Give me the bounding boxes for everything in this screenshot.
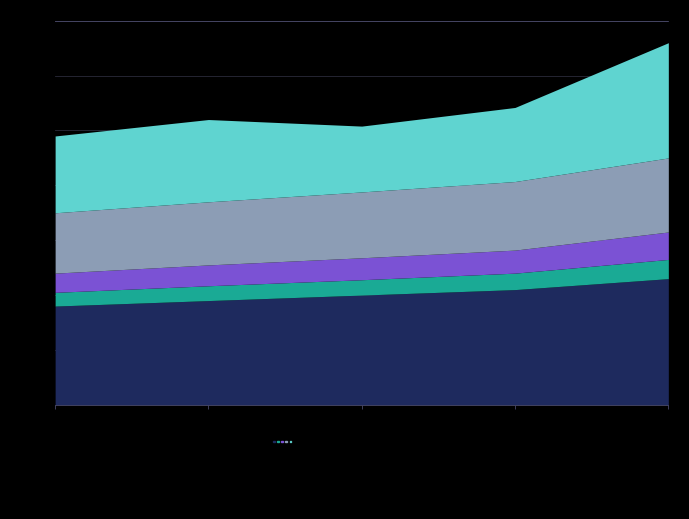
Legend: , , , , : , , , , — [272, 440, 291, 443]
